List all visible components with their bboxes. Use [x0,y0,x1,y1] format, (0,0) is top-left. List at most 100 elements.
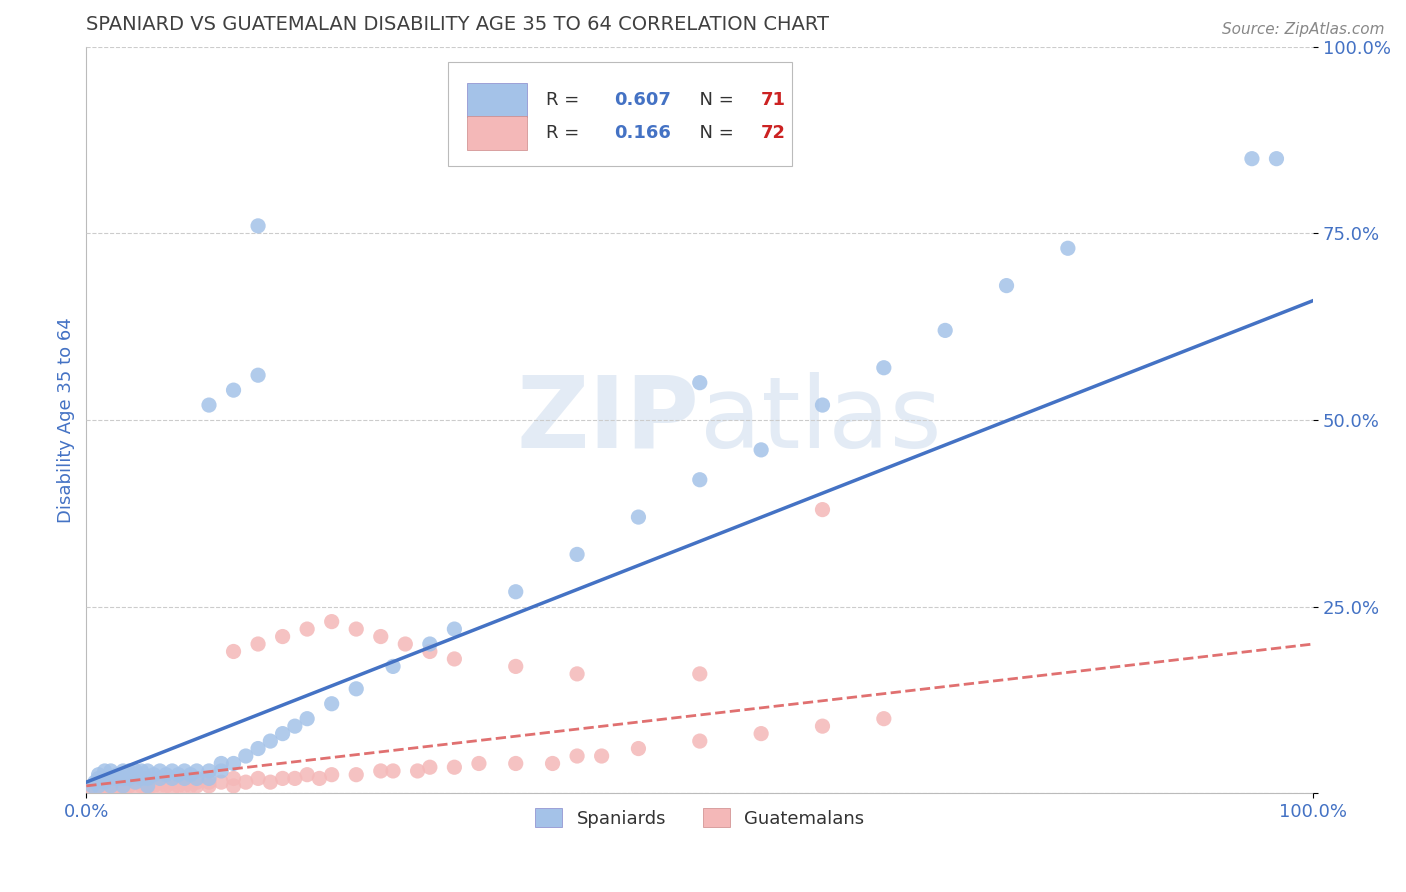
Text: 0.607: 0.607 [614,91,671,109]
Point [93,782,115,797]
Point [112,779,135,793]
Point [155,767,177,781]
Point [142,779,165,793]
Point [321,615,343,629]
Point [100,775,122,789]
Point [131,772,153,786]
FancyBboxPatch shape [467,116,527,151]
Point [149,764,172,778]
Point [124,764,146,778]
Point [105,779,128,793]
Point [100,772,122,786]
Point [112,764,135,778]
Point [811,719,834,733]
Point [173,775,195,789]
Point [468,756,491,771]
Point [186,772,208,786]
Point [222,644,245,658]
Point [689,473,711,487]
Point [321,697,343,711]
Text: ZIP: ZIP [517,371,700,468]
Point [1265,152,1288,166]
Point [344,622,367,636]
Point [321,767,343,781]
Point [180,767,202,781]
Text: SPANIARD VS GUATEMALAN DISABILITY AGE 35 TO 64 CORRELATION CHART: SPANIARD VS GUATEMALAN DISABILITY AGE 35… [86,15,830,34]
Point [394,637,416,651]
FancyBboxPatch shape [467,82,527,117]
Point [627,741,650,756]
Point [149,779,172,793]
Point [443,760,465,774]
Point [198,398,221,412]
Point [186,775,208,789]
Point [222,756,245,771]
Point [198,779,221,793]
Point [689,376,711,390]
Point [873,712,896,726]
Point [124,767,146,781]
Point [160,775,183,789]
Point [271,772,294,786]
Text: atlas: atlas [700,371,942,468]
Point [149,772,172,786]
Point [118,772,141,786]
Text: 72: 72 [761,124,786,143]
Point [136,782,159,797]
Point [934,323,956,337]
Point [591,749,613,764]
Point [112,782,135,797]
Point [186,764,208,778]
Point [87,779,110,793]
Point [222,772,245,786]
Point [105,767,128,781]
Point [209,756,232,771]
Point [173,779,195,793]
Point [749,726,772,740]
Point [82,779,104,793]
Point [209,764,232,778]
Point [160,772,183,786]
Point [118,779,141,793]
Point [247,741,270,756]
Point [689,666,711,681]
Point [93,772,115,786]
Point [505,584,527,599]
Point [247,219,270,233]
Point [271,726,294,740]
Text: R =: R = [547,91,585,109]
Point [565,749,588,764]
Point [136,779,159,793]
Point [149,775,172,789]
Point [443,622,465,636]
Point [505,756,527,771]
Point [173,772,195,786]
Point [1240,152,1263,166]
Point [82,782,104,797]
Point [382,764,405,778]
Point [382,659,405,673]
Point [124,775,146,789]
Point [541,756,564,771]
Point [247,368,270,383]
Point [247,772,270,786]
Point [308,772,330,786]
Point [259,775,281,789]
Point [505,659,527,673]
Point [811,502,834,516]
Point [83,781,105,796]
Text: Source: ZipAtlas.com: Source: ZipAtlas.com [1222,22,1385,37]
Point [406,764,429,778]
Text: 0.166: 0.166 [614,124,671,143]
Point [136,779,159,793]
Point [370,630,392,644]
Point [112,772,135,786]
Point [93,764,115,778]
Point [87,767,110,781]
Point [83,775,105,789]
Point [1057,241,1080,255]
Point [198,764,221,778]
Point [198,772,221,786]
Point [173,764,195,778]
Point [222,383,245,397]
